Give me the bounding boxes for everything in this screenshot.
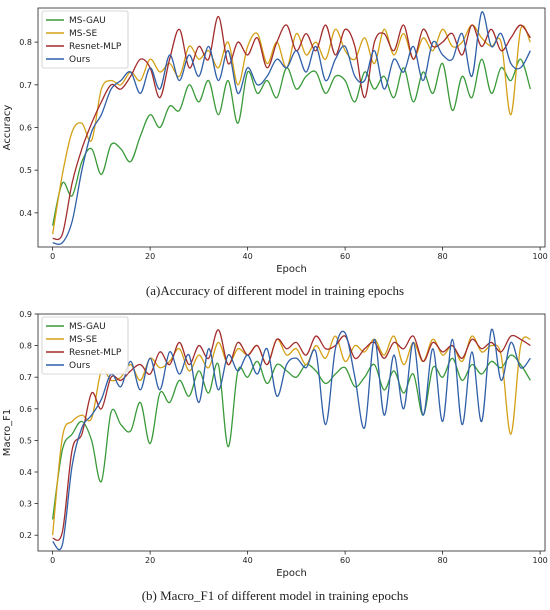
y-tick-label: 0.6 bbox=[19, 405, 32, 414]
x-tick-label: 100 bbox=[532, 556, 547, 565]
macro-f1-chart-caption: (b) Macro_F1 of different model in train… bbox=[141, 588, 409, 603]
x-axis-title: Epoch bbox=[276, 264, 307, 275]
legend-label: Ours bbox=[69, 55, 90, 65]
legend-label: Resnet-MLP bbox=[69, 42, 122, 52]
y-tick-label: 0.9 bbox=[19, 310, 32, 319]
x-tick-label: 40 bbox=[243, 252, 253, 261]
y-tick-label: 0.6 bbox=[19, 124, 32, 133]
legend-label: MS-SE bbox=[69, 29, 97, 39]
macro-f1-chart: 0 20 40 60 80 100 0.2 0.3 0.4 0.5 0.6 0.7 0.8 0.9 Epoc… bbox=[2, 310, 548, 579]
y-tick-label: 0.5 bbox=[19, 436, 32, 445]
x-tick-label: 60 bbox=[340, 556, 350, 565]
legend-box bbox=[41, 10, 129, 69]
series-line-resnet-mlp bbox=[52, 15, 531, 241]
x-tick-label: 80 bbox=[438, 252, 448, 261]
series-line-ms-gau bbox=[51, 58, 532, 226]
accuracy-chart-caption: (a)Accuracy of different model in traini… bbox=[145, 283, 405, 298]
legend-box bbox=[41, 316, 129, 375]
series-line-ours bbox=[52, 11, 531, 245]
y-tick-label: 0.3 bbox=[19, 500, 32, 509]
x-tick-label: 100 bbox=[532, 252, 547, 261]
x-tick-label: 20 bbox=[145, 252, 155, 261]
x-tick-label: 80 bbox=[438, 556, 448, 565]
y-tick-label: 0.5 bbox=[19, 166, 32, 175]
y-tick-label: 0.4 bbox=[19, 468, 32, 477]
y-tick-label: 0.8 bbox=[19, 38, 32, 47]
legend-label: MS-SE bbox=[69, 335, 97, 345]
x-tick-label: 0 bbox=[50, 252, 55, 261]
legend-label: Resnet-MLP bbox=[69, 348, 122, 358]
series-line-ours bbox=[52, 329, 531, 551]
plot-frame bbox=[37, 313, 546, 552]
y-axis-title: Accuracy bbox=[2, 105, 13, 151]
y-tick-label: 0.2 bbox=[19, 531, 32, 540]
y-tick-label: 0.4 bbox=[19, 209, 32, 218]
x-tick-label: 0 bbox=[50, 556, 55, 565]
accuracy-chart: 0 20 40 60 80 100 0.4 0.5 0.6 0.7 0.8 Epoch Accuracy… bbox=[2, 7, 548, 275]
x-tick-label: 20 bbox=[145, 556, 155, 565]
x-tick-label: 40 bbox=[243, 556, 253, 565]
y-tick-label: 0.7 bbox=[19, 81, 32, 90]
y-tick-label: 0.7 bbox=[19, 373, 32, 382]
legend-label: MS-GAU bbox=[69, 322, 106, 332]
x-axis-title: Epoch bbox=[276, 568, 307, 579]
x-tick-label: 60 bbox=[340, 252, 350, 261]
legend-label: Ours bbox=[69, 361, 90, 371]
y-axis-title: Macro_F1 bbox=[2, 409, 13, 456]
series-line-ms-gau bbox=[51, 354, 531, 520]
y-tick-label: 0.8 bbox=[19, 342, 32, 351]
legend-label: MS-GAU bbox=[69, 16, 106, 26]
